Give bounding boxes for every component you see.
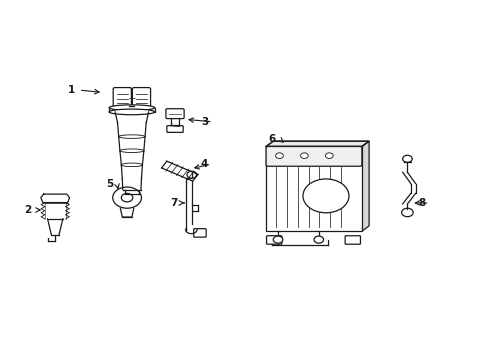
Polygon shape (265, 141, 368, 147)
Ellipse shape (120, 149, 143, 153)
FancyBboxPatch shape (165, 109, 184, 118)
Ellipse shape (121, 163, 142, 167)
FancyBboxPatch shape (113, 87, 131, 107)
Text: 1: 1 (67, 85, 75, 95)
Text: 6: 6 (268, 134, 275, 144)
Circle shape (273, 236, 282, 243)
Circle shape (275, 153, 283, 158)
Ellipse shape (109, 105, 154, 111)
FancyBboxPatch shape (266, 236, 281, 244)
Text: 4: 4 (200, 159, 207, 169)
Circle shape (112, 187, 141, 208)
Text: 7: 7 (169, 198, 177, 208)
Text: 2: 2 (24, 205, 31, 215)
Text: 3: 3 (201, 117, 208, 127)
FancyBboxPatch shape (166, 126, 183, 132)
Ellipse shape (109, 109, 154, 115)
Circle shape (303, 179, 348, 213)
FancyBboxPatch shape (193, 229, 206, 237)
Circle shape (121, 193, 133, 202)
Circle shape (402, 155, 411, 162)
Text: 5: 5 (105, 179, 113, 189)
Polygon shape (361, 141, 368, 231)
FancyBboxPatch shape (132, 87, 150, 107)
Circle shape (300, 153, 307, 158)
Circle shape (401, 208, 412, 217)
FancyBboxPatch shape (265, 147, 361, 166)
FancyBboxPatch shape (345, 236, 360, 244)
Text: 8: 8 (417, 198, 425, 208)
Ellipse shape (119, 135, 145, 138)
Circle shape (325, 153, 332, 158)
Circle shape (313, 236, 323, 243)
Bar (265, 147, 361, 231)
